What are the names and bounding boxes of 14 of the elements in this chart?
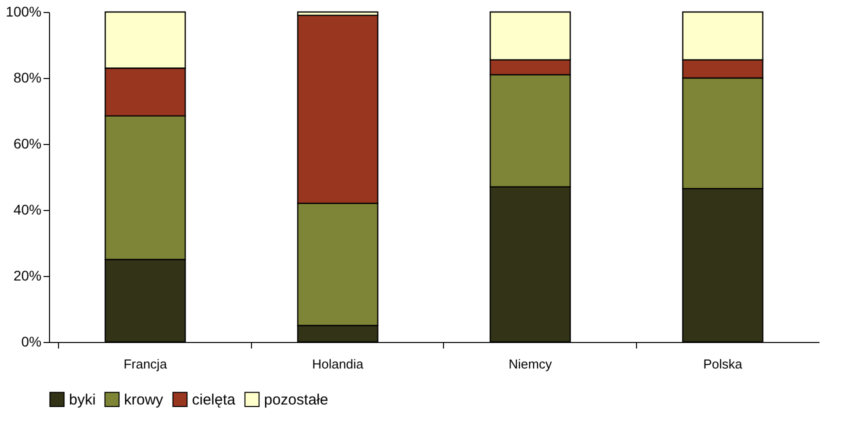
x-tick-label: Holandia: [312, 356, 364, 372]
y-tick-label: 0%: [21, 334, 42, 350]
y-tick-label: 20%: [13, 268, 42, 284]
y-tick-label: 80%: [13, 70, 42, 86]
y-tick-label: 60%: [13, 136, 42, 152]
x-tick-label: Niemcy: [508, 356, 552, 372]
x-tick-label: Polska: [703, 356, 744, 372]
y-tick-label: 40%: [13, 202, 42, 218]
legend-label: pozostałe: [264, 391, 328, 408]
legend-label: cielęta: [192, 391, 236, 408]
legend-label: byki: [69, 391, 96, 408]
legend-label: krowy: [124, 391, 164, 408]
y-tick-label: 100%: [6, 4, 42, 20]
x-tick-label: Francja: [124, 356, 168, 372]
